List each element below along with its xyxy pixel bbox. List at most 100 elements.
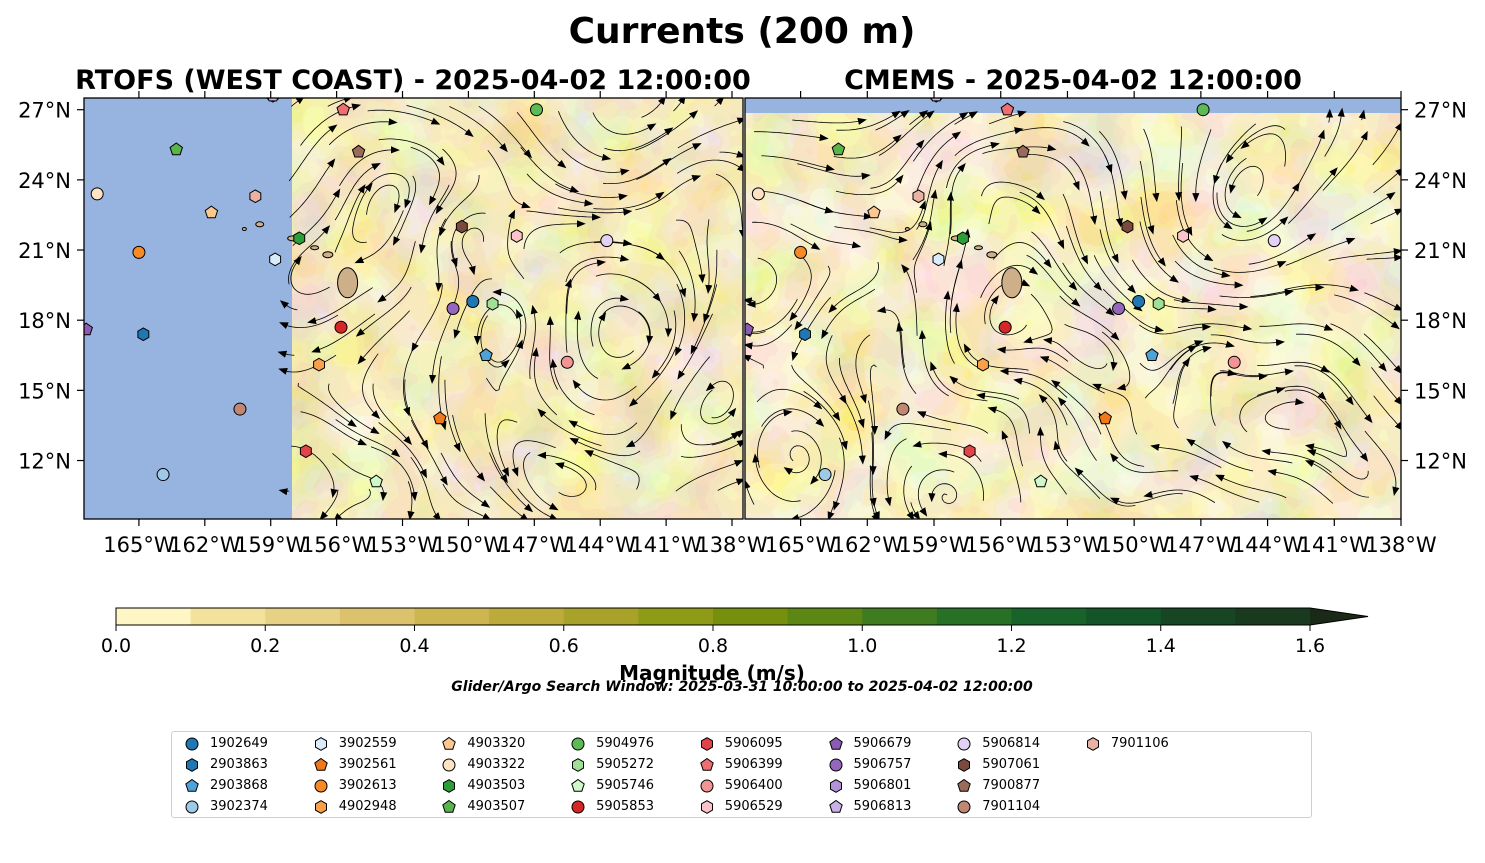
circle-marker-icon <box>957 737 971 751</box>
streamline <box>745 479 755 505</box>
streamline <box>537 451 597 491</box>
streamline <box>916 159 943 230</box>
streamline <box>279 314 339 330</box>
streamline <box>930 361 988 402</box>
streamline <box>407 481 415 519</box>
legend-marker <box>443 779 456 793</box>
streamline <box>517 488 559 519</box>
legend-label: 5907061 <box>982 757 1041 772</box>
streamline <box>555 183 628 201</box>
colorbar-bin <box>862 608 938 625</box>
float-5905853 <box>998 320 1012 334</box>
streamline <box>756 388 823 410</box>
float-5905746 <box>369 474 383 488</box>
streamline <box>565 254 630 283</box>
streamline <box>1062 193 1089 265</box>
legend-marker <box>314 737 327 751</box>
streamline <box>1248 233 1317 265</box>
legend-label: 5906813 <box>853 799 912 814</box>
legend-label: 2903863 <box>210 757 268 772</box>
legend-label: 4903322 <box>467 757 526 772</box>
streamline <box>1020 127 1090 147</box>
streamline <box>1215 474 1287 499</box>
streamline <box>651 310 677 379</box>
streamline <box>870 364 879 435</box>
streamline <box>1109 493 1183 505</box>
pentagon-marker-icon <box>442 799 457 813</box>
legend-marker <box>186 758 198 772</box>
streamline <box>550 358 595 416</box>
float-5906095 <box>963 444 976 459</box>
streamline <box>1013 377 1068 426</box>
streamline <box>705 380 734 419</box>
streamline <box>392 175 417 246</box>
streamline <box>1228 165 1264 197</box>
x-tick-label: 138°W <box>1365 533 1437 557</box>
float-5905272 <box>486 296 499 311</box>
streamline <box>938 450 985 501</box>
legend-marker <box>313 757 328 771</box>
cmems-magnitude-field <box>745 98 1401 519</box>
streamline <box>1038 394 1068 462</box>
legend-marker <box>442 736 457 750</box>
float-5906814 <box>600 234 614 248</box>
legend-marker <box>828 799 843 813</box>
streamline <box>621 311 651 370</box>
streamline <box>1189 474 1260 503</box>
streamline <box>677 117 743 149</box>
legend-label: 5906801 <box>853 778 912 793</box>
streamline <box>641 98 666 118</box>
figure-title: Currents (200 m) <box>569 11 916 52</box>
streamline <box>868 400 877 476</box>
legend-label: 3902613 <box>338 778 397 793</box>
streamline <box>1172 234 1231 279</box>
streamline <box>963 343 1029 371</box>
streamline <box>715 173 743 239</box>
streamline <box>792 117 867 125</box>
streamline <box>1101 331 1131 391</box>
y-tick-label: 18°N <box>18 309 71 333</box>
streamline <box>636 245 687 298</box>
streamline <box>1222 440 1293 464</box>
legend-marker <box>700 779 714 793</box>
streamline <box>1239 386 1286 433</box>
colorbar-bin <box>936 608 1013 625</box>
legend-marker <box>958 758 971 772</box>
float-legend: 1902649 2903863 2903868 3902374 3902559 39025… <box>171 731 1312 818</box>
colorbar-tick-label: 1.2 <box>996 635 1026 657</box>
pentagon-marker-icon <box>957 778 971 792</box>
float-4903322 <box>90 187 104 201</box>
colorbar-bin <box>787 608 863 625</box>
streamline <box>992 242 1052 269</box>
float-5905746 <box>1034 474 1048 488</box>
streamline <box>334 163 381 221</box>
streamline <box>1371 367 1401 406</box>
float-4902948 <box>313 357 325 372</box>
streamline <box>1250 283 1325 297</box>
colorbar-bin <box>116 608 192 625</box>
streamline <box>354 210 404 264</box>
streamline <box>1364 292 1401 311</box>
colorbar-tick-label: 0.8 <box>698 635 728 657</box>
streamline <box>675 283 686 357</box>
float-4902948 <box>977 357 989 372</box>
x-tick-label: 162°W <box>832 533 904 557</box>
streamline <box>1023 293 1053 344</box>
colorbar-tick-label: 1.4 <box>1146 635 1176 657</box>
x-tick-label: 144°W <box>1232 533 1304 557</box>
streamline <box>1264 398 1305 430</box>
colorbar-bin <box>1160 608 1236 625</box>
colorbar-tick-label: 1.6 <box>1295 635 1325 657</box>
streamline <box>827 504 835 519</box>
streamline <box>1221 216 1289 241</box>
streamline <box>711 429 743 446</box>
streamline <box>537 408 602 447</box>
streamline <box>1210 334 1285 347</box>
streamline <box>1364 430 1400 496</box>
legend-label: 5906757 <box>853 757 912 772</box>
circle-marker-icon <box>185 800 199 814</box>
island <box>986 251 998 259</box>
streamline <box>489 486 530 519</box>
streamline <box>949 375 1020 400</box>
streamline <box>442 483 492 519</box>
